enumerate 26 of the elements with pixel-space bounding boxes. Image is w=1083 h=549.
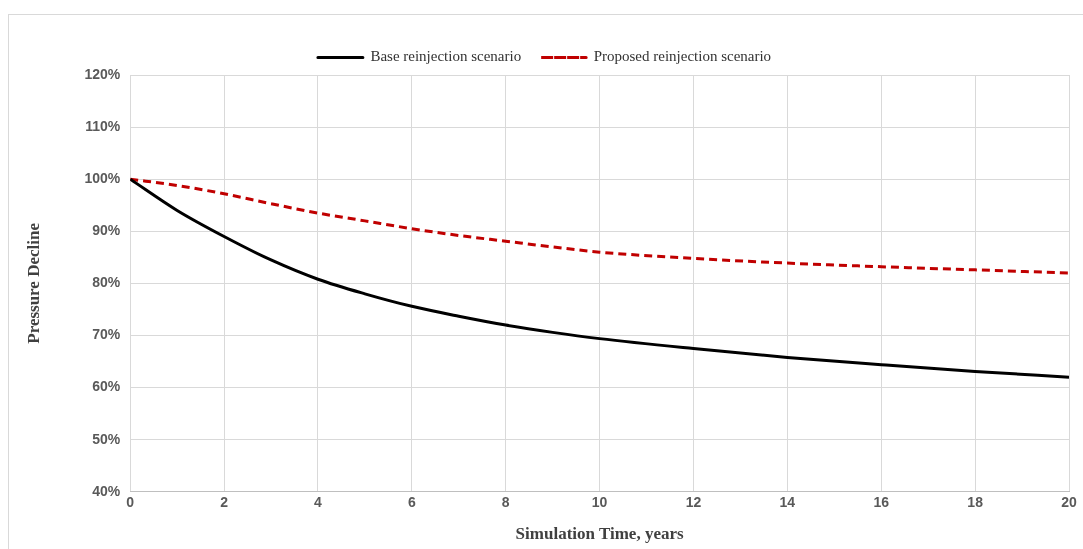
x-tick-label: 20 bbox=[1061, 494, 1077, 511]
y-axis-title: Pressure Decline bbox=[23, 222, 43, 344]
x-tick-label: 0 bbox=[126, 494, 135, 511]
x-tick-label: 16 bbox=[873, 494, 890, 511]
y-tick-label: 40% bbox=[92, 482, 121, 499]
x-tick-label: 6 bbox=[407, 494, 416, 511]
y-tick-label: 70% bbox=[92, 326, 121, 343]
x-tick-label: 4 bbox=[314, 494, 323, 511]
x-tick-label: 2 bbox=[220, 494, 229, 511]
y-tick-label: 60% bbox=[92, 378, 121, 395]
x-tick-label: 14 bbox=[779, 494, 796, 511]
line-series bbox=[130, 177, 1069, 379]
legend-label: Base reinjection scenario bbox=[370, 48, 522, 65]
y-tick-label: 90% bbox=[92, 222, 121, 239]
x-tick-label: 10 bbox=[591, 494, 608, 511]
legend-label: Proposed reinjection scenario bbox=[593, 48, 772, 65]
x-tick-label: 12 bbox=[685, 494, 702, 511]
x-tick-label: 18 bbox=[967, 494, 984, 511]
x-axis-title: Simulation Time, years bbox=[515, 524, 684, 544]
y-tick-label: 120% bbox=[84, 65, 121, 82]
y-tick-label: 80% bbox=[92, 274, 121, 291]
line-series bbox=[130, 177, 1069, 275]
x-tick-label: 8 bbox=[501, 494, 510, 511]
y-tick-label: 100% bbox=[84, 170, 121, 187]
y-tick-label: 110% bbox=[85, 117, 121, 134]
y-tick-label: 50% bbox=[92, 430, 121, 447]
